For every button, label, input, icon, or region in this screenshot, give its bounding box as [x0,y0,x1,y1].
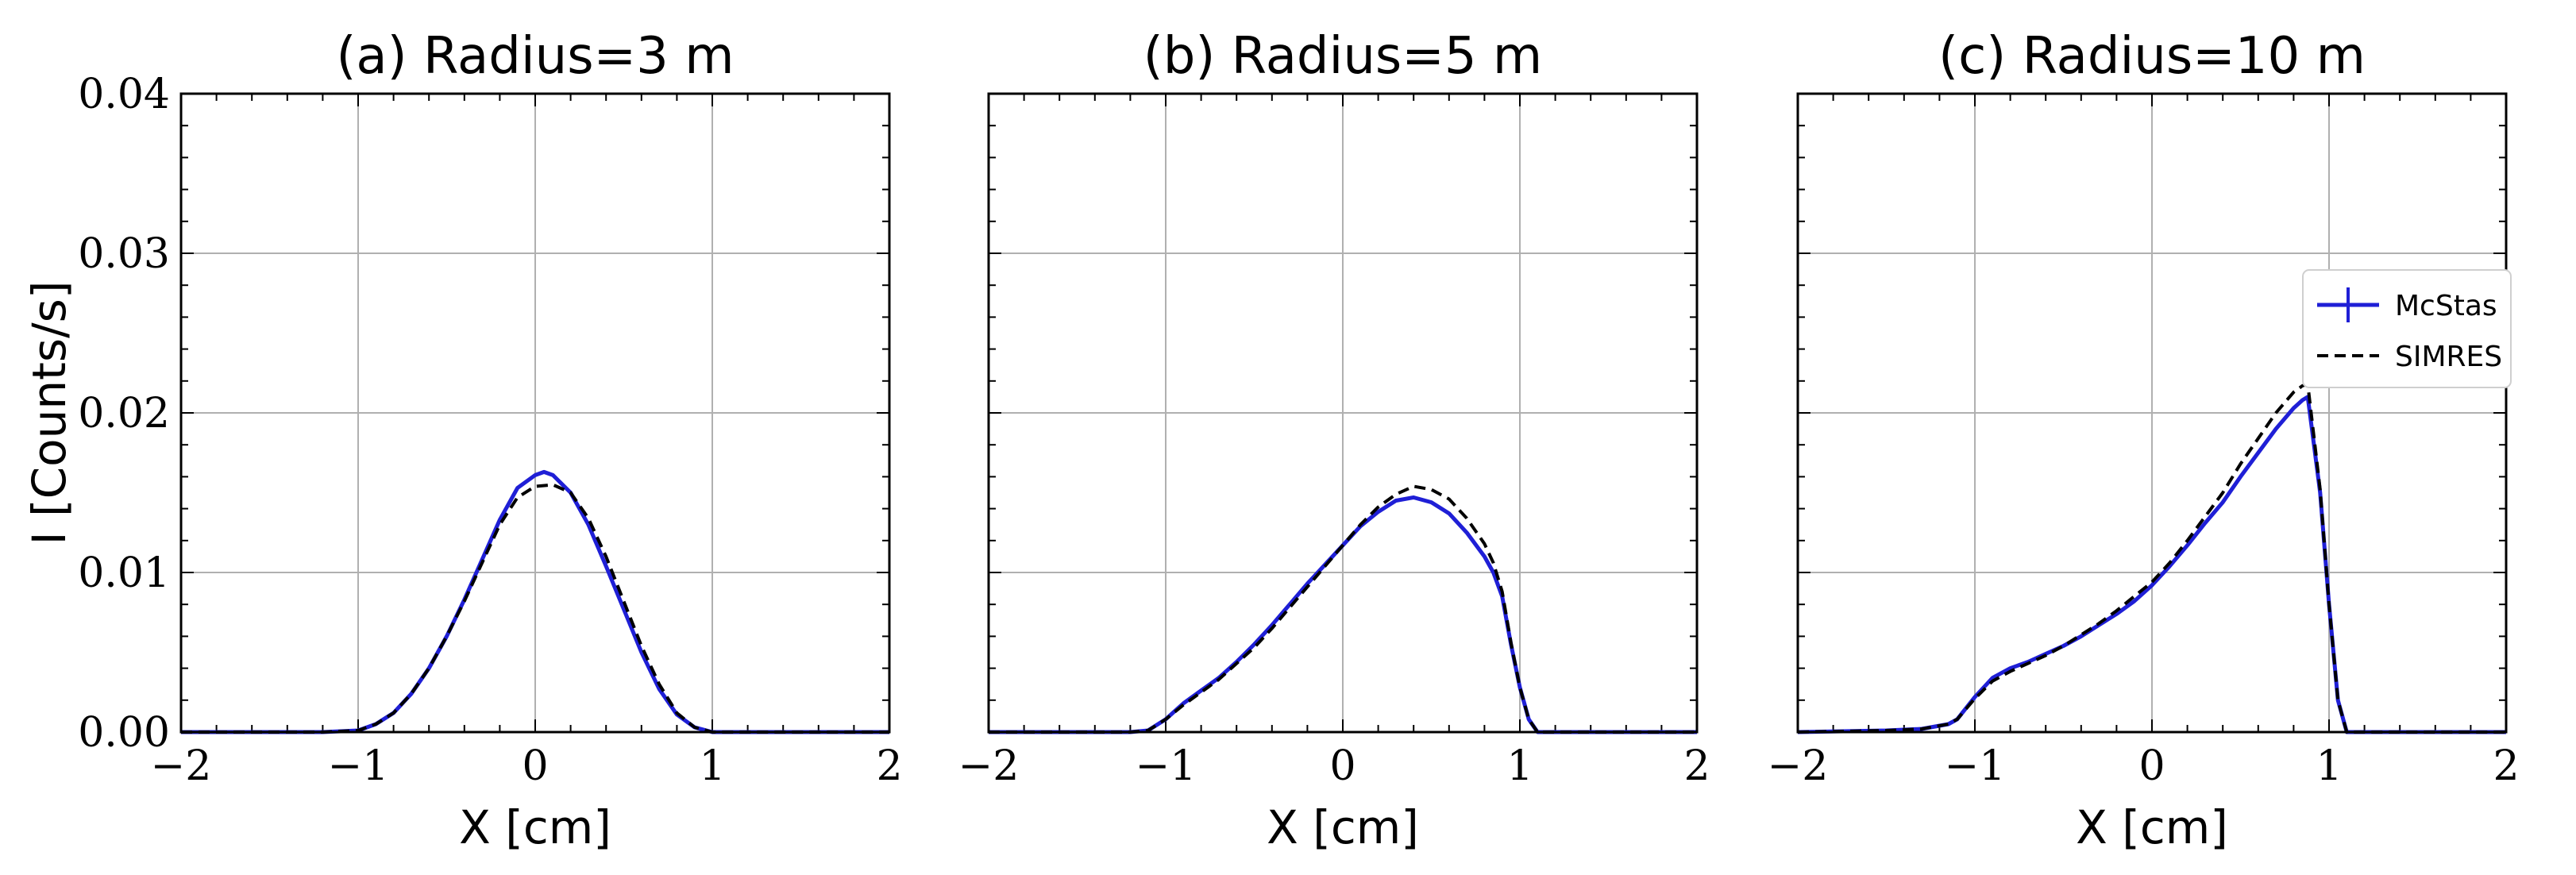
x-tick-label: 1 [2316,742,2342,790]
x-tick-label: −1 [1945,742,2006,790]
chart-title: (b) Radius=5 m [1143,27,1543,86]
y-axis-label: I [Counts/s] [22,280,76,545]
y-tick-label: 0.01 [78,549,170,597]
panel-1: −2 −1 0 1 2 0.00 0.01 0.02 0.03 0.04 (a) Radius=3 … [22,27,903,854]
y-tick-label: 0.02 [78,390,170,438]
x-tick-label: 0 [1329,742,1355,790]
series-line-mcstas [181,469,889,734]
series-line-simres [181,483,889,734]
x-tick-label: 1 [699,742,725,790]
chart-title: (c) Radius=10 m [1938,27,2366,86]
panel-2: −2 −1 0 1 2 (b) Radius=5 m X [cm] [958,27,1710,854]
chart-title: (a) Radius=3 m [336,27,734,86]
axes-frame [987,92,1699,734]
x-axis-label: X [cm] [1267,800,1419,854]
legend-label-mcstas: McStas [2395,290,2497,322]
x-tick-label: 2 [876,742,902,790]
axes-frame [1796,92,2508,734]
y-tick-label: 0.04 [78,71,170,118]
x-tick-label: −1 [328,742,389,790]
x-tick-label: 2 [2493,742,2519,790]
panel-3: −2 −1 0 1 2 (c) Radius=10 m X [cm] McStas SIMRES [1768,27,2520,854]
y-tick-label: 0.03 [78,230,170,278]
x-tick-label: −2 [1768,742,1829,790]
x-tick-label: 2 [1683,742,1710,790]
x-tick-label: 1 [1506,742,1533,790]
axes-frame [179,92,891,734]
x-axis-label: X [cm] [2076,800,2228,854]
x-tick-label: −2 [958,742,1020,790]
x-tick-label: −2 [151,742,212,790]
x-axis-label: X [cm] [459,800,611,854]
x-tick-label: 0 [2138,742,2165,790]
series-line-simres [1797,382,2506,734]
legend-box [2302,269,2512,388]
series-line-mcstas [989,495,1697,734]
legend-label-simres: SIMRES [2395,341,2502,373]
x-tick-label: −1 [1136,742,1197,790]
legend: McStas SIMRES [2302,269,2512,388]
y-tick-label: 0.00 [78,709,170,757]
x-tick-label: 0 [522,742,548,790]
